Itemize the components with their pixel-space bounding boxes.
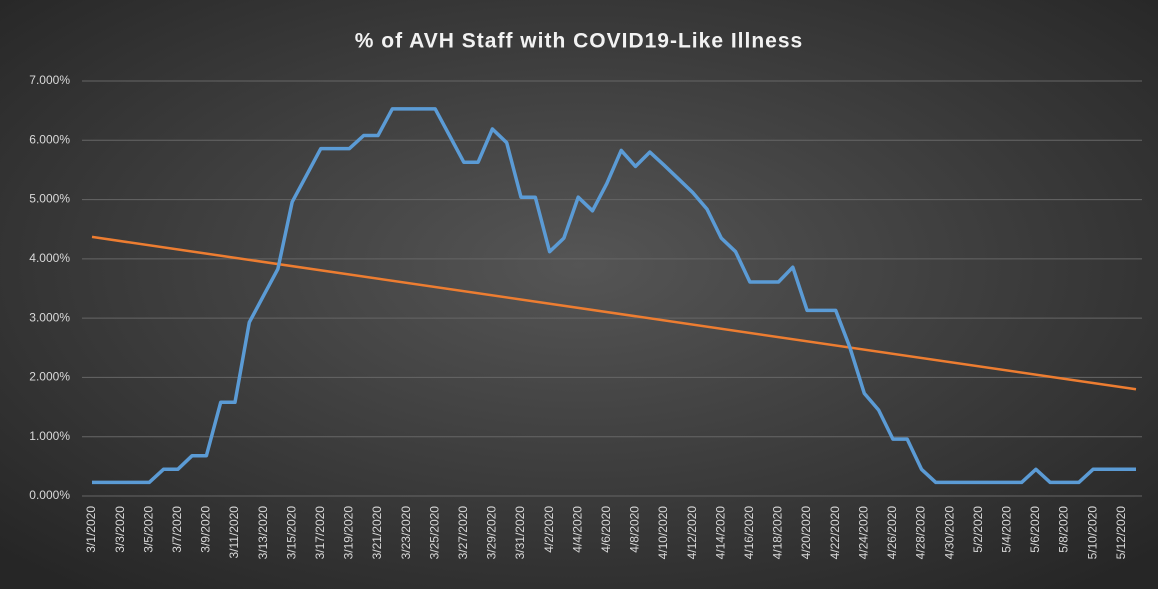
- x-tick-label: 4/4/2020: [570, 506, 584, 553]
- x-tick-label: 5/4/2020: [999, 506, 1013, 553]
- x-tick-label: 5/2/2020: [971, 506, 985, 553]
- x-tick-label: 5/10/2020: [1085, 506, 1099, 560]
- x-tick-label: 4/30/2020: [942, 506, 956, 560]
- x-tick-label: 4/8/2020: [628, 506, 642, 553]
- x-tick-label: 3/17/2020: [313, 506, 327, 560]
- data-line: [92, 107, 1136, 485]
- x-tick-label: 4/2/2020: [542, 506, 556, 553]
- x-tick-label: 5/8/2020: [1057, 506, 1071, 553]
- x-tick-label: 5/6/2020: [1028, 506, 1042, 553]
- x-tick-label: 4/20/2020: [799, 506, 813, 560]
- x-tick-label: 3/3/2020: [113, 506, 127, 553]
- x-tick-label: 4/22/2020: [828, 506, 842, 560]
- x-tick-label: 3/21/2020: [370, 506, 384, 560]
- y-tick-label: 3.000%: [29, 310, 70, 324]
- x-tick-label: 4/12/2020: [685, 506, 699, 560]
- x-tick-label: 4/6/2020: [599, 506, 613, 553]
- y-tick-label: 0.000%: [29, 488, 70, 502]
- x-tick-label: 3/11/2020: [227, 506, 241, 559]
- x-tick-label: 5/12/2020: [1114, 506, 1128, 560]
- x-tick-label: 4/14/2020: [713, 506, 727, 560]
- x-tick-label: 3/7/2020: [170, 506, 184, 553]
- x-tick-label: 4/26/2020: [885, 506, 899, 560]
- x-tick-label: 4/10/2020: [656, 506, 670, 560]
- y-tick-label: 7.000%: [29, 73, 70, 87]
- y-tick-label: 5.000%: [29, 192, 70, 206]
- x-tick-label: 3/19/2020: [342, 506, 356, 560]
- y-tick-label: 2.000%: [29, 370, 70, 384]
- x-tick-label: 4/18/2020: [771, 506, 785, 560]
- x-tick-label: 3/5/2020: [141, 506, 155, 553]
- trendline: [91, 235, 1137, 391]
- x-tick-label: 3/27/2020: [456, 506, 470, 560]
- x-tick-label: 3/13/2020: [256, 506, 270, 560]
- x-tick-label: 4/24/2020: [856, 506, 870, 560]
- x-tick-label: 4/16/2020: [742, 506, 756, 560]
- x-tick-label: 3/9/2020: [199, 506, 213, 553]
- x-tick-label: 3/25/2020: [427, 506, 441, 560]
- y-tick-label: 4.000%: [29, 251, 70, 265]
- y-tick-label: 6.000%: [29, 132, 70, 146]
- chart-title: % of AVH Staff with COVID19-Like Illness: [355, 30, 803, 53]
- x-tick-label: 3/23/2020: [399, 506, 413, 560]
- x-tick-label: 3/29/2020: [485, 506, 499, 560]
- x-tick-label: 3/15/2020: [284, 506, 298, 560]
- x-tick-label: 4/28/2020: [914, 506, 928, 560]
- y-tick-label: 1.000%: [29, 429, 70, 443]
- x-tick-label: 3/1/2020: [84, 506, 98, 553]
- x-tick-label: 3/31/2020: [513, 506, 527, 560]
